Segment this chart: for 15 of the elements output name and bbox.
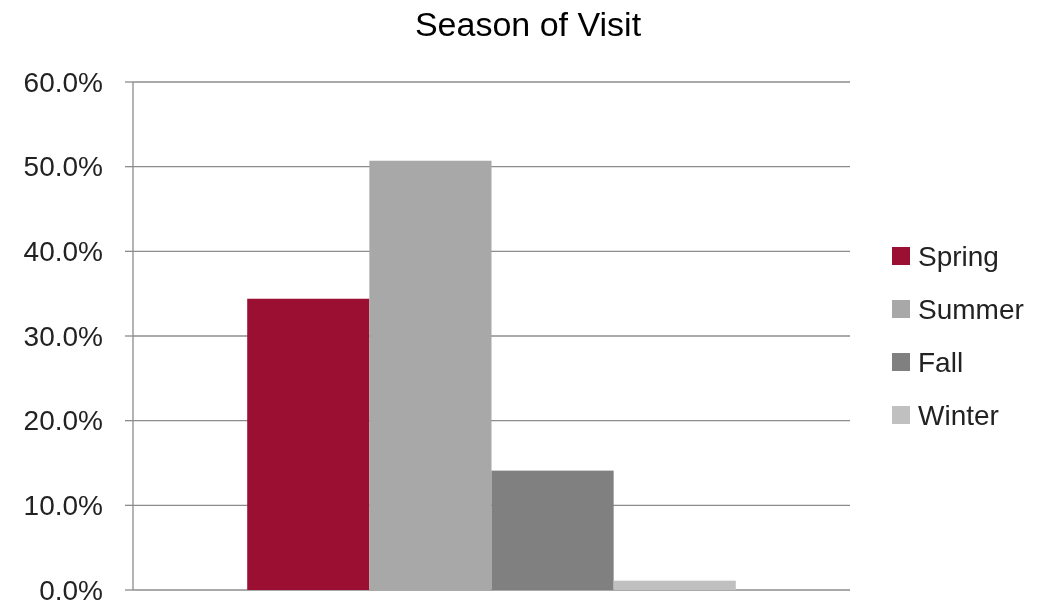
y-tick-label: 50.0% bbox=[23, 151, 103, 183]
legend-label: Spring bbox=[918, 240, 999, 272]
y-tick-label: 20.0% bbox=[23, 405, 103, 437]
bar bbox=[369, 160, 492, 590]
y-tick-label: 60.0% bbox=[23, 66, 103, 98]
y-tick-label: 30.0% bbox=[23, 320, 103, 352]
y-tick-label: 40.0% bbox=[23, 236, 103, 268]
y-tick-label: 10.0% bbox=[23, 490, 103, 522]
bar bbox=[613, 580, 736, 590]
bar bbox=[247, 298, 370, 590]
legend-label: Winter bbox=[918, 399, 999, 431]
y-tick-label: 0.0% bbox=[39, 574, 103, 603]
chart-title: Season of Visit bbox=[414, 5, 642, 43]
legend-label: Summer bbox=[918, 293, 1024, 325]
legend-label: Fall bbox=[918, 346, 964, 378]
